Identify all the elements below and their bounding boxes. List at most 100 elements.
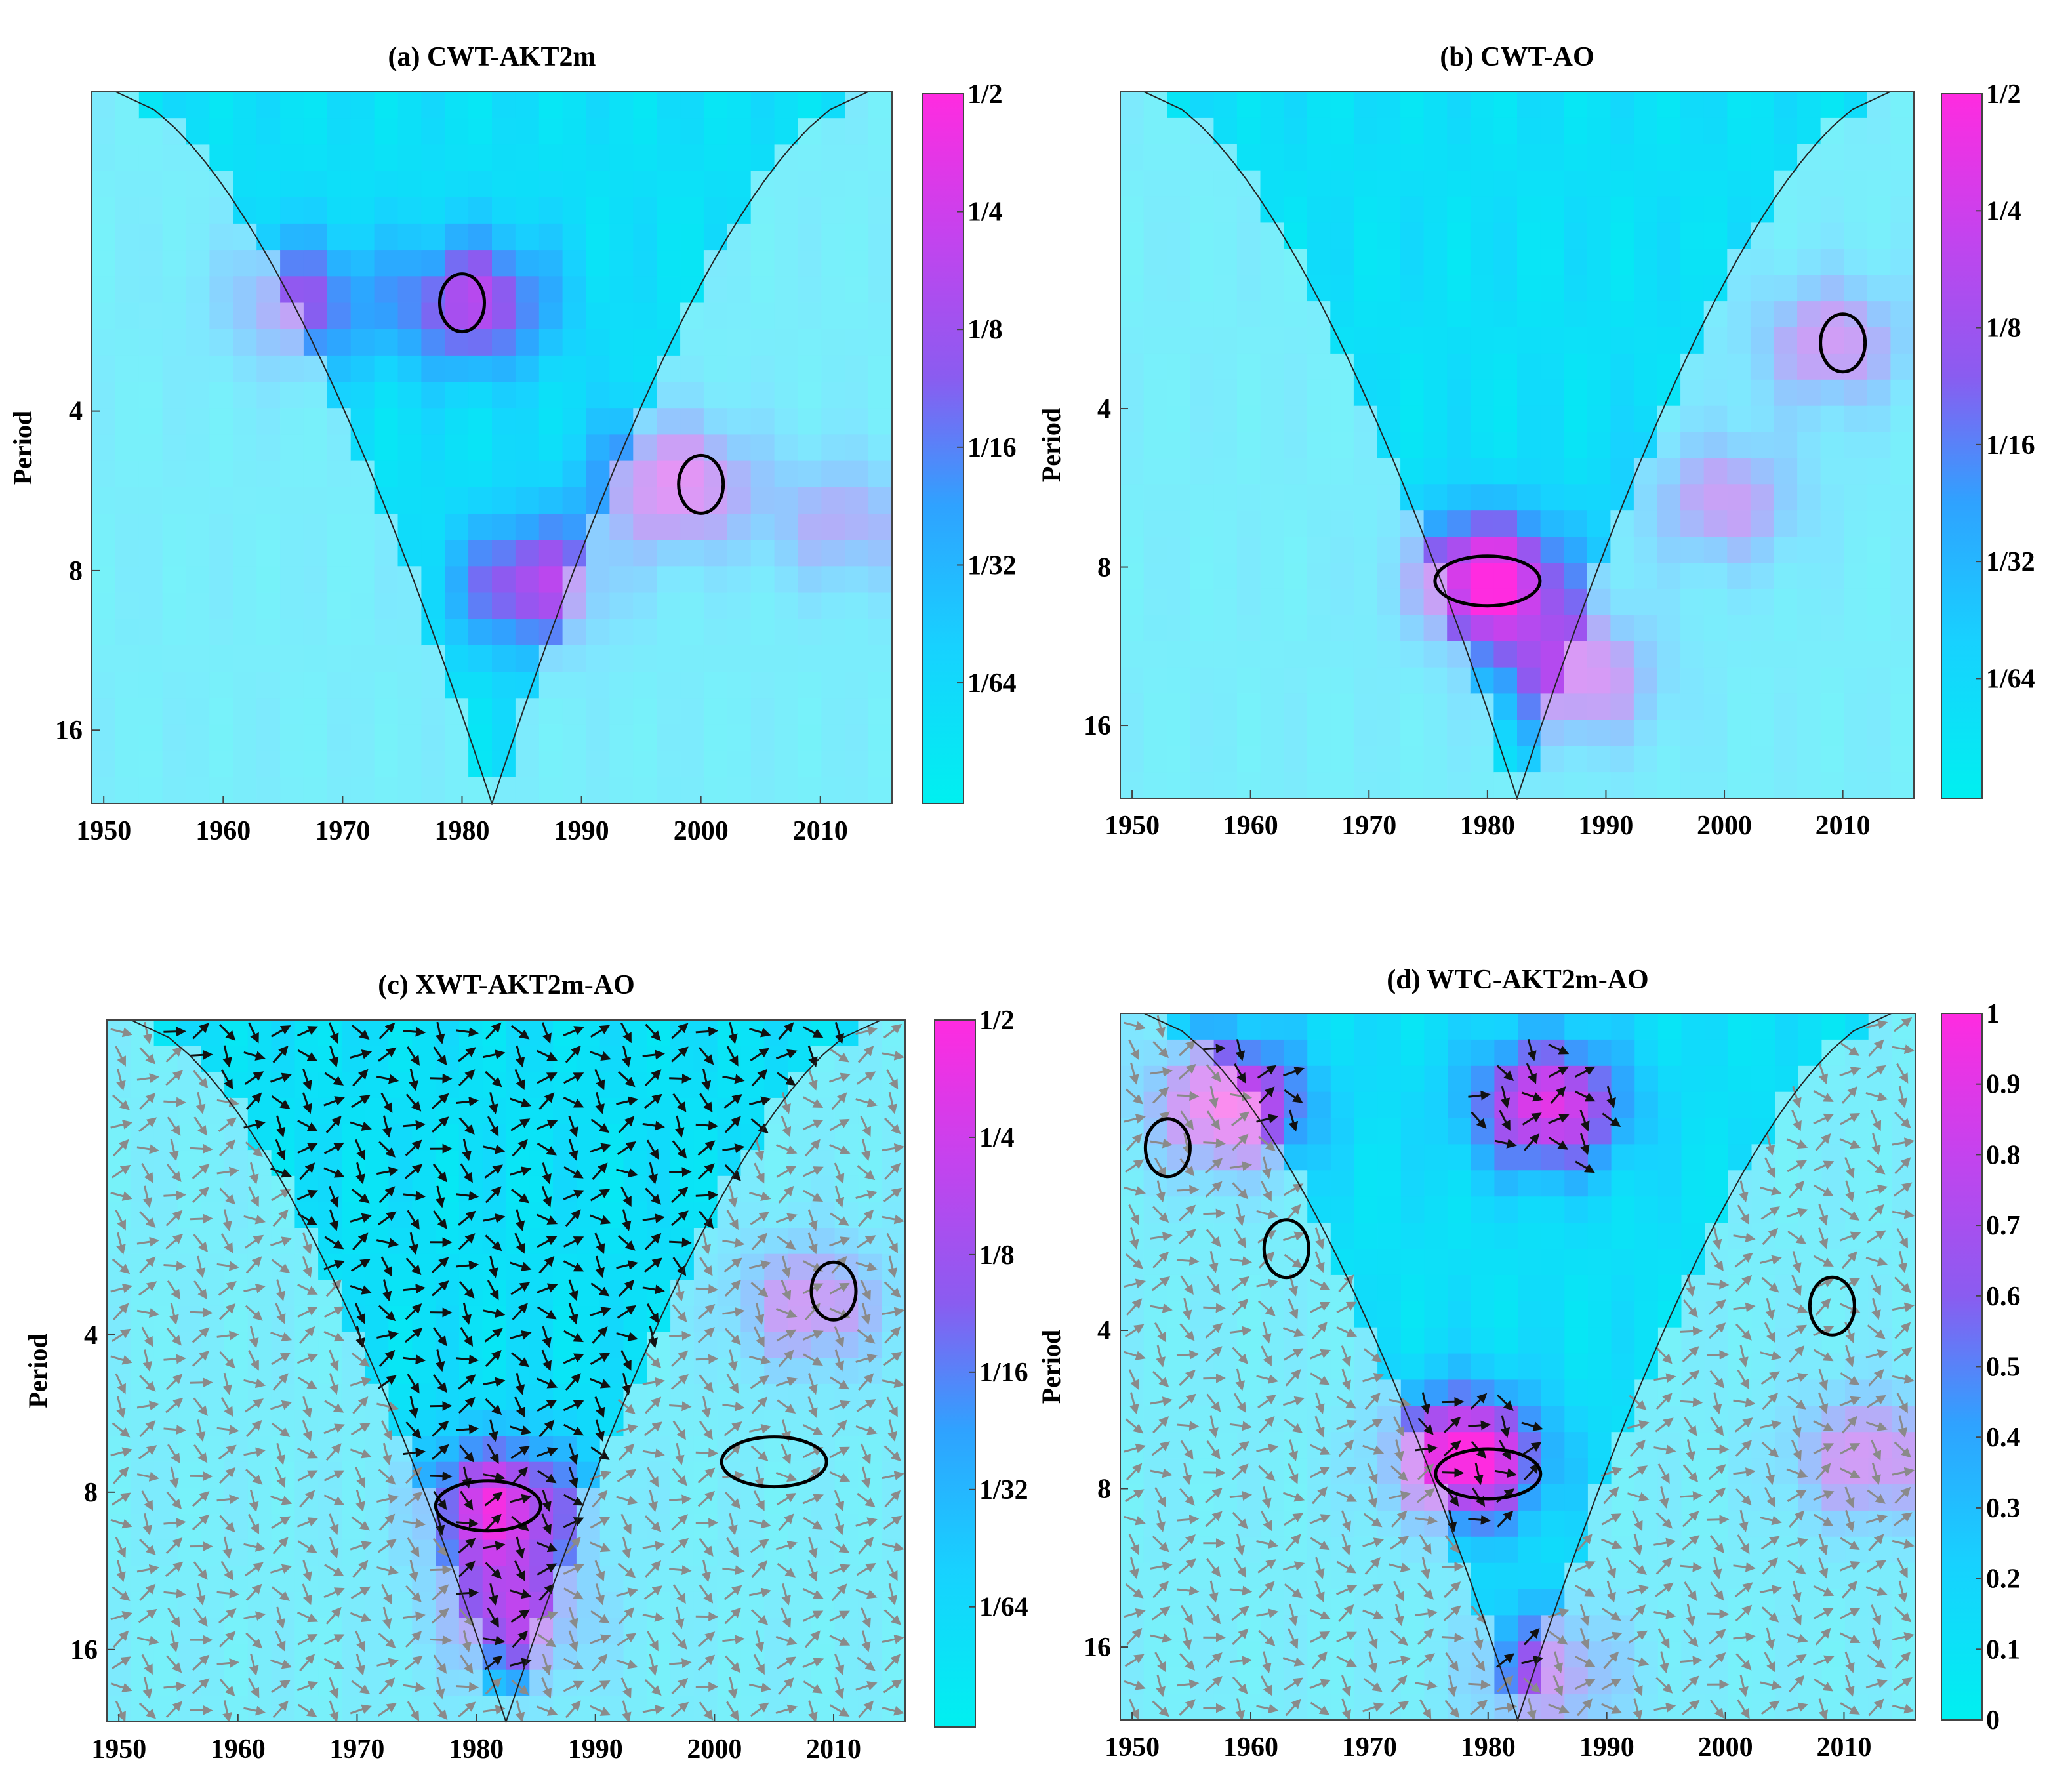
heatmap-cell [1400, 1274, 1425, 1302]
heatmap-cell [609, 223, 634, 251]
heatmap-cell [1377, 510, 1401, 537]
heatmap-cell [162, 408, 187, 436]
heatmap-cell [1797, 772, 1821, 799]
heatmap-cell [186, 514, 211, 540]
heatmap-cell [1307, 1091, 1331, 1119]
heatmap-cell [727, 144, 752, 172]
heatmap-cell [1167, 615, 1191, 642]
heatmap-cell [1750, 641, 1775, 668]
heatmap-cell [458, 1332, 483, 1358]
heatmap-cell [421, 592, 446, 620]
heatmap-cell [1284, 1694, 1308, 1721]
heatmap-cell [1750, 405, 1775, 433]
heatmap-cell [256, 777, 281, 804]
heatmap-cell [1774, 117, 1798, 145]
heatmap-cell [271, 1072, 296, 1099]
heatmap-cell [1260, 537, 1284, 563]
heatmap-cell [1517, 458, 1541, 485]
heatmap-cell [538, 566, 563, 594]
heatmap-cell [1400, 170, 1425, 197]
phase-arrow [1176, 1349, 1200, 1360]
heatmap-cell [186, 276, 211, 304]
heatmap-cell [657, 118, 681, 146]
heatmap-cell [1167, 249, 1191, 275]
heatmap-cell [1190, 1510, 1215, 1537]
phase-arrow [669, 1167, 692, 1177]
heatmap-cell [586, 566, 611, 594]
heatmap-cell [1143, 92, 1167, 119]
heatmap-cell [1798, 1458, 1823, 1485]
heatmap-cell [1471, 1013, 1495, 1040]
heatmap-cell [1611, 1562, 1635, 1590]
heatmap-cell [115, 118, 140, 146]
heatmap-cell [1844, 772, 1868, 799]
heatmap-cell [350, 144, 375, 172]
heatmap-cell [233, 223, 257, 251]
heatmap-cell [1423, 301, 1448, 328]
heatmap-cell [670, 1280, 695, 1307]
heatmap-cell [1587, 1039, 1612, 1067]
heatmap-cell [1705, 1589, 1729, 1616]
heatmap-cell [397, 382, 422, 409]
heatmap-cell [1448, 1065, 1472, 1093]
heatmap-cell [657, 487, 681, 514]
heatmap-cell [1284, 1065, 1308, 1093]
heatmap-cell [1727, 432, 1751, 459]
heatmap-cell [586, 144, 611, 172]
heatmap-cell [1377, 1510, 1402, 1537]
heatmap-cell [562, 92, 587, 119]
heatmap-cell [1845, 1223, 1869, 1250]
heatmap-cell [1330, 1353, 1355, 1381]
heatmap-cell [1213, 588, 1238, 616]
heatmap-cell [1821, 1144, 1846, 1171]
heatmap-cell [92, 487, 116, 514]
heatmap-cell [280, 672, 304, 699]
heatmap-cell [538, 672, 563, 699]
heatmap-cell [1540, 563, 1564, 590]
heatmap-cell [633, 92, 657, 119]
heatmap-cell [1400, 693, 1425, 721]
phase-arrow [695, 1284, 719, 1294]
heatmap-cell [764, 1696, 788, 1722]
heatmap-cell [1400, 379, 1425, 407]
heatmap-cell [1564, 1379, 1589, 1407]
heatmap-cell [350, 592, 375, 620]
heatmap-cell [350, 302, 375, 330]
heatmap-cell [1354, 1065, 1378, 1093]
heatmap-cell [1541, 1223, 1565, 1250]
heatmap-cell [1423, 484, 1448, 511]
heatmap-cell [623, 1228, 648, 1255]
heatmap-cell [515, 223, 540, 251]
heatmap-cell [1330, 222, 1354, 250]
heatmap-cell [562, 144, 587, 172]
colorbar-tick-label: 1/64 [979, 1593, 1028, 1623]
heatmap-cell [1517, 615, 1541, 642]
heatmap-cell [1400, 249, 1425, 275]
heatmap-cell [703, 645, 728, 672]
heatmap-cell [397, 250, 422, 277]
heatmap-cell [1518, 1510, 1542, 1537]
heatmap-cell [1892, 1379, 1916, 1407]
heatmap-cell [1493, 353, 1518, 380]
heatmap-cell [562, 698, 587, 725]
heatmap-cell [1423, 222, 1448, 250]
heatmap-cell [1167, 720, 1191, 746]
heatmap-cell [318, 1202, 342, 1229]
heatmap-cell [1353, 720, 1378, 746]
heatmap-cell [1284, 405, 1308, 433]
heatmap-cell [162, 592, 187, 620]
heatmap-cell [1120, 537, 1145, 563]
heatmap-cell [1564, 1039, 1589, 1067]
heatmap-cell [303, 329, 328, 356]
heatmap-cell [482, 1644, 507, 1671]
heatmap-cell [1657, 1013, 1682, 1040]
heatmap-cell [1751, 1510, 1775, 1537]
heatmap-cell [397, 698, 422, 725]
heatmap-cell [1633, 275, 1658, 302]
heatmap-cell [1540, 746, 1564, 773]
heatmap-cell [576, 1124, 601, 1151]
heatmap-cell [1541, 1379, 1565, 1407]
heatmap-cell [1610, 563, 1634, 590]
heatmap-cell [1890, 379, 1915, 407]
